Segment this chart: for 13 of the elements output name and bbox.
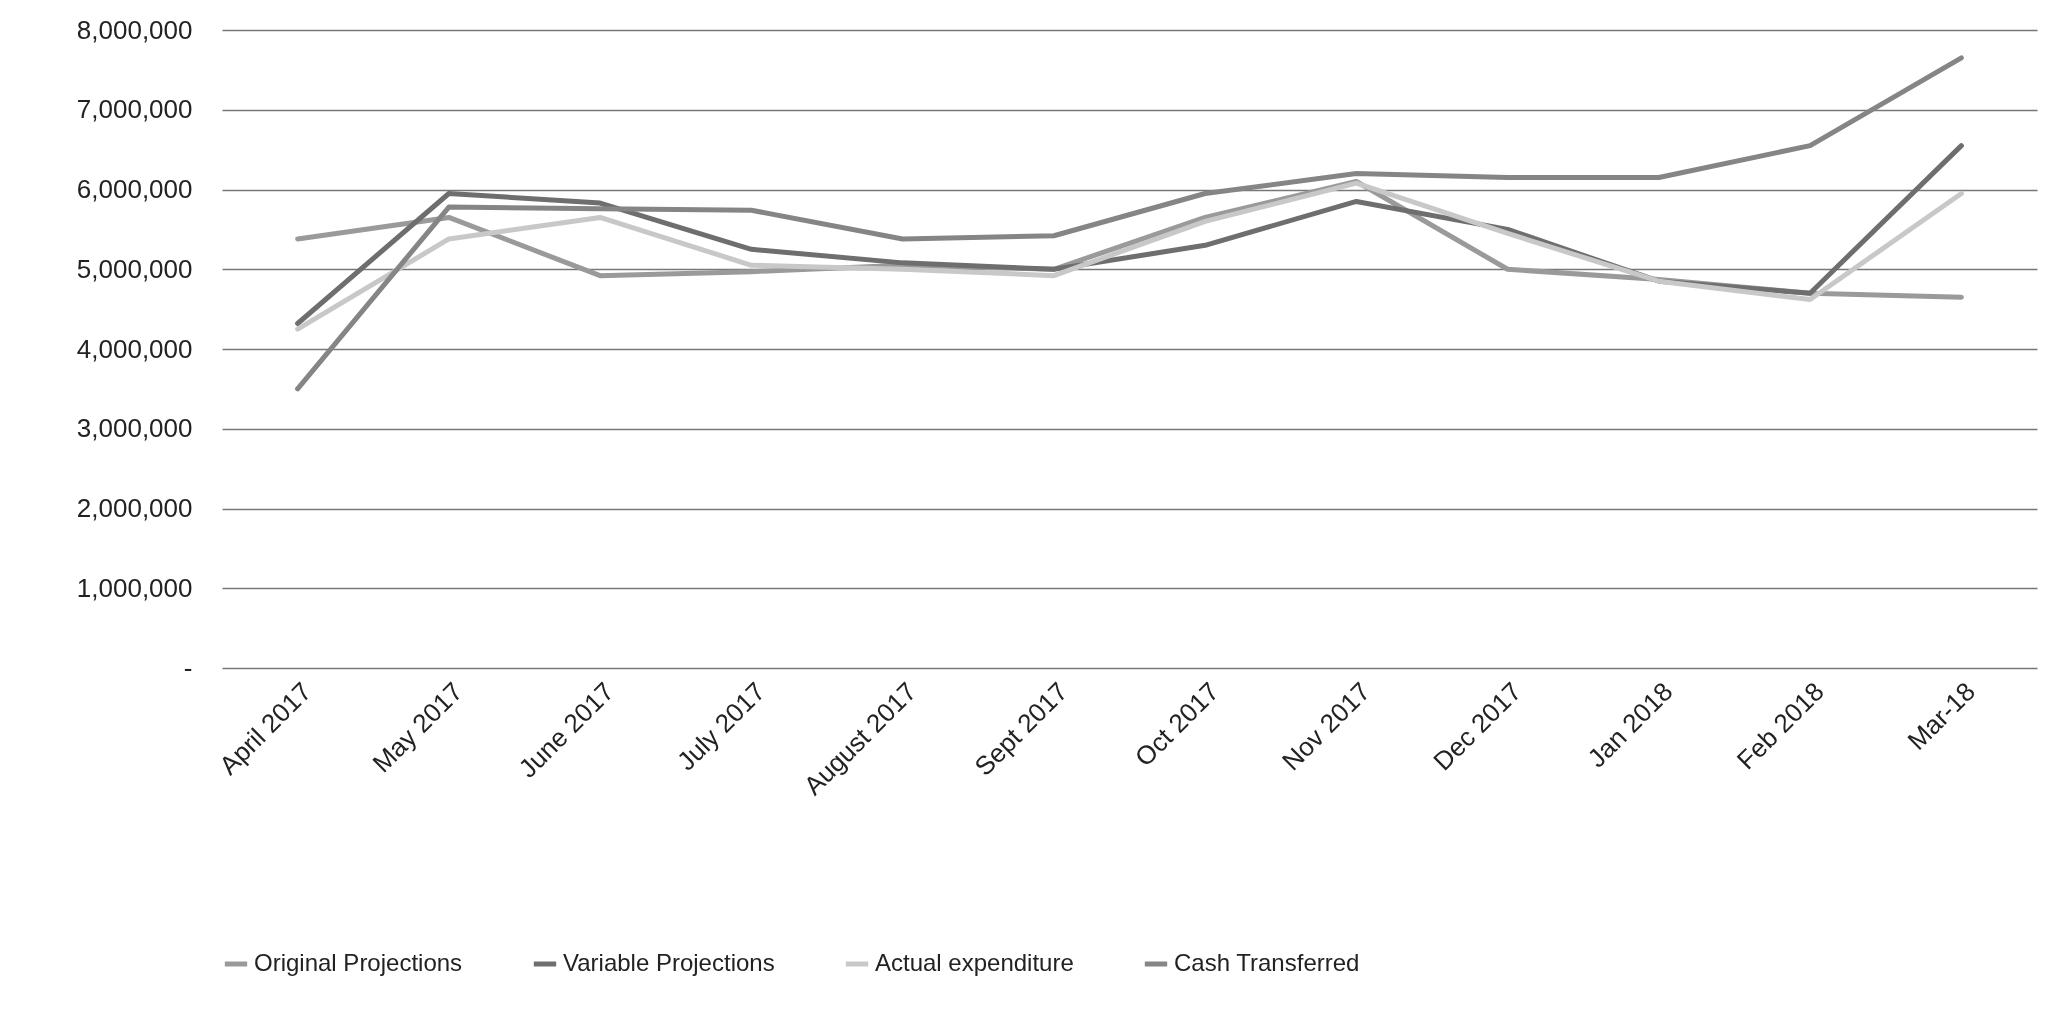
y-tick-label: 5,000,000 xyxy=(76,253,193,284)
y-tick-label: 7,000,000 xyxy=(76,94,193,125)
legend-label: Original Projections xyxy=(254,949,463,976)
y-tick-label: 2,000,000 xyxy=(76,493,193,523)
y-tick-label: 1,000,000 xyxy=(76,572,193,603)
y-tick-label: - xyxy=(183,652,193,683)
legend-label: Variable Projections xyxy=(563,949,775,976)
y-tick-label: 8,000,000 xyxy=(76,14,193,45)
y-tick-label: 3,000,000 xyxy=(76,413,193,444)
legend-label: Actual expenditure xyxy=(875,949,1074,976)
y-tick-label: 6,000,000 xyxy=(76,174,193,204)
legend-label: Cash Transferred xyxy=(1174,949,1360,976)
y-tick-label: 4,000,000 xyxy=(76,333,193,364)
